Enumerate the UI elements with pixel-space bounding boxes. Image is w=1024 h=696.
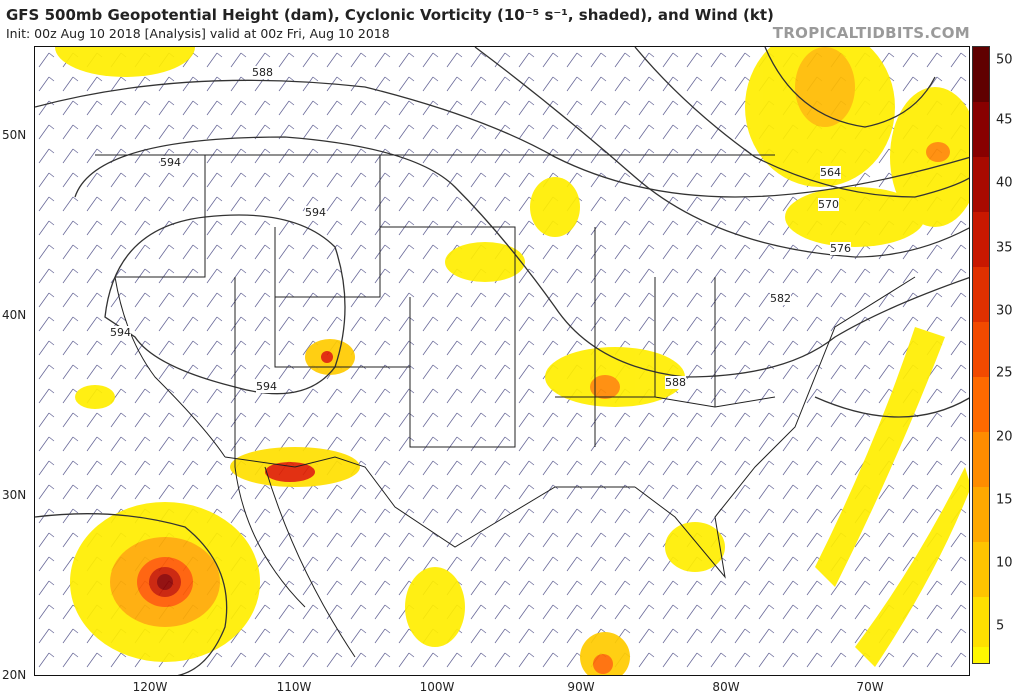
lon-label-70w: 70W bbox=[856, 680, 884, 694]
colorbar-segment bbox=[973, 542, 989, 597]
vorticity-shading bbox=[55, 47, 969, 675]
contour-label-564: 564 bbox=[820, 166, 841, 179]
colorbar-segment bbox=[973, 267, 989, 322]
colorbar-label-40: 40 bbox=[996, 175, 1013, 191]
vorticity-colorbar bbox=[972, 46, 990, 664]
contour-label-594-calif: 594 bbox=[110, 326, 131, 339]
colorbar-segment bbox=[973, 322, 989, 377]
colorbar-segment bbox=[973, 432, 989, 487]
colorbar-label-35: 35 bbox=[996, 240, 1013, 256]
lat-label-30n: 30N bbox=[2, 488, 27, 502]
contour-label-576: 576 bbox=[830, 242, 851, 255]
lat-label-40n: 40N bbox=[2, 308, 27, 322]
chart-subtitle: Init: 00z Aug 10 2018 [Analysis] valid a… bbox=[6, 26, 390, 41]
contour-label-582: 582 bbox=[770, 292, 791, 305]
colorbar-segment bbox=[973, 487, 989, 542]
colorbar-label-5: 5 bbox=[996, 618, 1005, 634]
lat-label-50n: 50N bbox=[2, 128, 27, 142]
colorbar-segment bbox=[973, 597, 989, 647]
colorbar-segment bbox=[973, 157, 989, 212]
colorbar-label-10: 10 bbox=[996, 555, 1013, 571]
contour-label-588-west: 588 bbox=[252, 66, 273, 79]
lon-label-110w: 110W bbox=[276, 680, 312, 694]
contour-label-594-az: 594 bbox=[256, 380, 277, 393]
weather-map[interactable] bbox=[34, 46, 970, 676]
contour-label-588-east: 588 bbox=[665, 376, 686, 389]
brand-watermark: TROPICALTIDBITS.COM bbox=[772, 24, 970, 42]
colorbar-label-15: 15 bbox=[996, 492, 1013, 508]
lon-label-120w: 120W bbox=[132, 680, 168, 694]
political-borders bbox=[95, 154, 916, 658]
colorbar-segment bbox=[973, 102, 989, 157]
lat-label-20n: 20N bbox=[2, 668, 27, 682]
colorbar-label-25: 25 bbox=[996, 365, 1013, 381]
colorbar-label-50: 50 bbox=[996, 52, 1013, 68]
map-canvas bbox=[35, 47, 969, 675]
lon-label-100w: 100W bbox=[419, 680, 455, 694]
contour-label-594-nw: 594 bbox=[160, 156, 181, 169]
colorbar-segment bbox=[973, 212, 989, 267]
contour-label-570: 570 bbox=[818, 198, 839, 211]
colorbar-segment bbox=[973, 47, 989, 102]
colorbar-label-45: 45 bbox=[996, 112, 1013, 128]
lon-label-90w: 90W bbox=[567, 680, 595, 694]
colorbar-label-20: 20 bbox=[996, 429, 1013, 445]
contour-label-594-idaho: 594 bbox=[305, 206, 326, 219]
colorbar-label-30: 30 bbox=[996, 303, 1013, 319]
chart-title: GFS 500mb Geopotential Height (dam), Cyc… bbox=[6, 6, 774, 24]
lon-label-80w: 80W bbox=[712, 680, 740, 694]
colorbar-segment bbox=[973, 377, 989, 432]
colorbar-segment bbox=[973, 647, 989, 663]
